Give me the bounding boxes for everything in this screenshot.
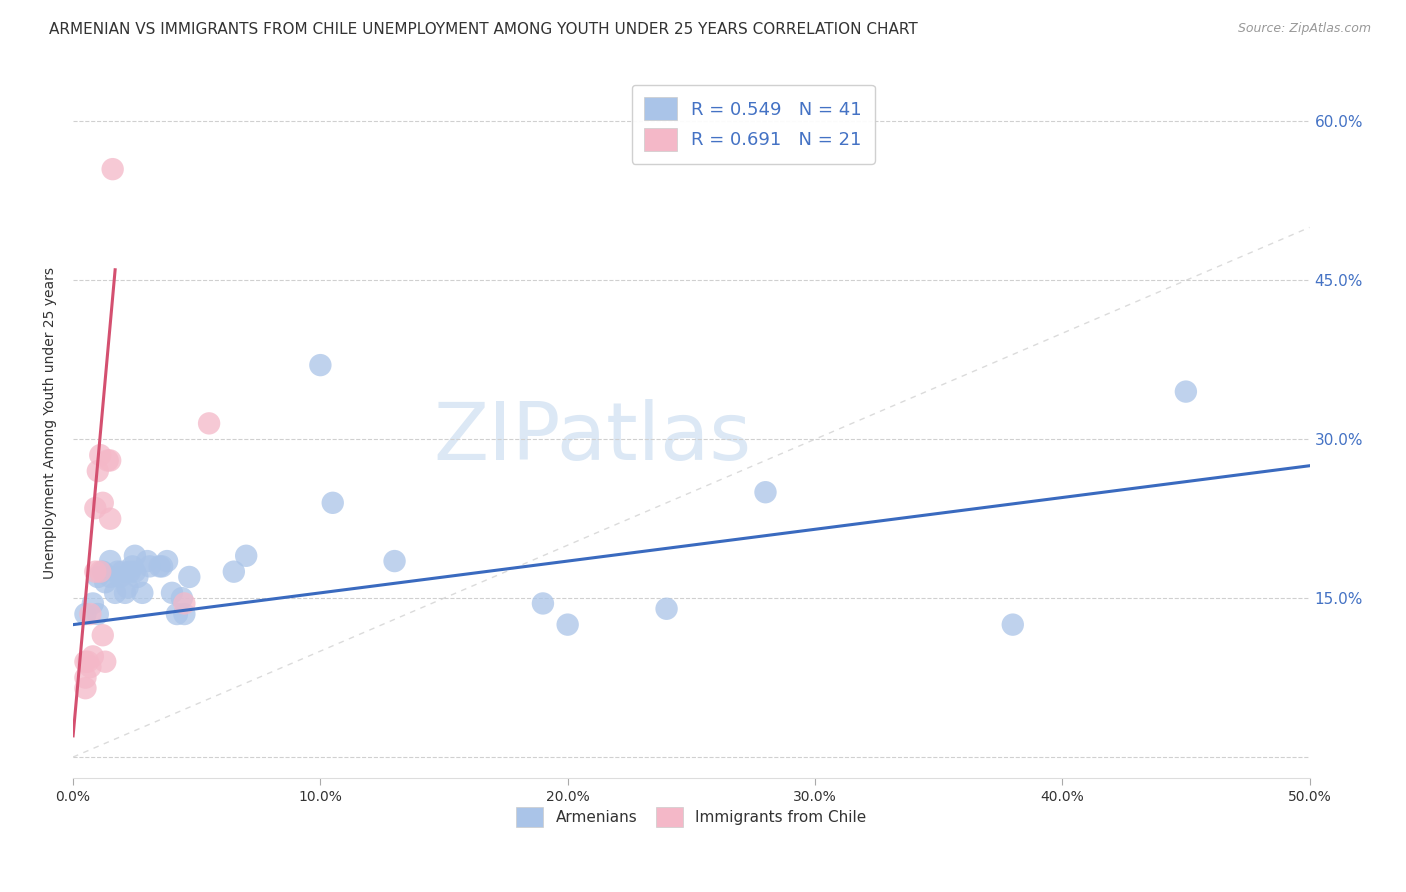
Point: [77, 655, 100, 669]
Point: [124, 565, 146, 579]
Point: [87, 464, 110, 478]
Point: [87, 570, 110, 584]
Point: [222, 565, 245, 579]
Legend: Armenians, Immigrants from Chile: Armenians, Immigrants from Chile: [509, 799, 875, 834]
Y-axis label: Unemployment Among Youth under 25 years: Unemployment Among Youth under 25 years: [44, 268, 58, 580]
Point: [150, 559, 173, 574]
Point: [139, 559, 162, 574]
Point: [170, 591, 193, 606]
Point: [98, 570, 121, 584]
Point: [322, 496, 344, 510]
Point: [117, 581, 139, 595]
Point: [309, 358, 332, 372]
Point: [1174, 384, 1197, 399]
Point: [655, 601, 678, 615]
Point: [75, 681, 97, 696]
Text: Source: ZipAtlas.com: Source: ZipAtlas.com: [1237, 22, 1371, 36]
Point: [149, 559, 172, 574]
Point: [91, 628, 114, 642]
Point: [98, 512, 121, 526]
Point: [91, 565, 114, 579]
Point: [531, 597, 554, 611]
Point: [104, 586, 127, 600]
Point: [235, 549, 257, 563]
Point: [91, 496, 114, 510]
Point: [156, 554, 179, 568]
Point: [198, 417, 221, 431]
Point: [98, 554, 121, 568]
Point: [121, 559, 143, 574]
Point: [75, 671, 97, 685]
Point: [173, 607, 195, 621]
Point: [108, 570, 131, 584]
Point: [557, 617, 579, 632]
Point: [82, 649, 104, 664]
Point: [179, 570, 201, 584]
Point: [82, 597, 104, 611]
Point: [1001, 617, 1024, 632]
Point: [166, 607, 188, 621]
Point: [124, 549, 146, 563]
Point: [79, 607, 101, 621]
Point: [84, 501, 107, 516]
Point: [384, 554, 406, 568]
Text: ZIPatlas: ZIPatlas: [433, 399, 751, 476]
Point: [79, 660, 101, 674]
Point: [94, 655, 117, 669]
Point: [754, 485, 776, 500]
Point: [107, 565, 129, 579]
Point: [114, 586, 136, 600]
Point: [84, 565, 107, 579]
Point: [89, 565, 111, 579]
Point: [97, 453, 120, 467]
Point: [75, 607, 97, 621]
Point: [173, 597, 195, 611]
Point: [75, 655, 97, 669]
Text: ARMENIAN VS IMMIGRANTS FROM CHILE UNEMPLOYMENT AMONG YOUTH UNDER 25 YEARS CORREL: ARMENIAN VS IMMIGRANTS FROM CHILE UNEMPL…: [49, 22, 918, 37]
Point: [101, 162, 124, 177]
Point: [111, 565, 134, 579]
Point: [94, 575, 117, 590]
Point: [98, 453, 121, 467]
Point: [87, 607, 110, 621]
Point: [127, 570, 149, 584]
Point: [89, 448, 111, 462]
Point: [131, 586, 153, 600]
Point: [160, 586, 183, 600]
Point: [136, 554, 159, 568]
Point: [118, 565, 141, 579]
